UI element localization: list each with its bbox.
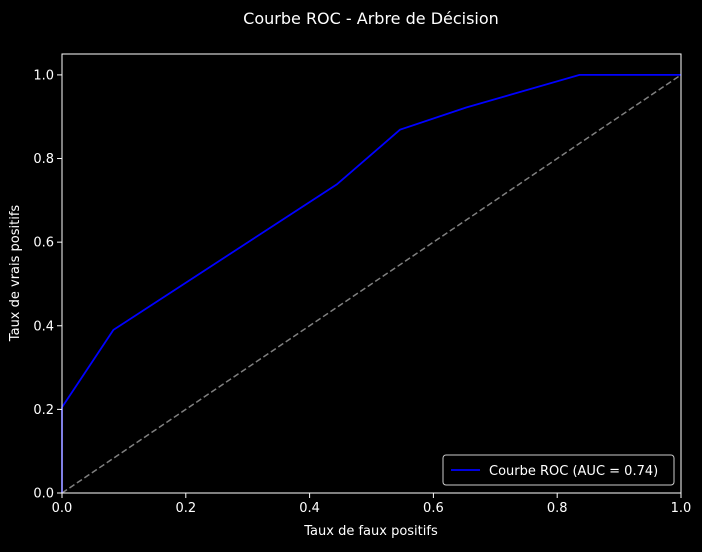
legend-frame bbox=[442, 454, 675, 486]
chart-title: Courbe ROC - Arbre de Décision bbox=[243, 9, 499, 28]
diagonal-reference-line bbox=[61, 74, 682, 494]
y-tick-label: 1.0 bbox=[33, 68, 54, 83]
roc-curve-line bbox=[61, 74, 681, 493]
x-tick-label: 1.0 bbox=[671, 501, 692, 516]
x-axis-label: Taux de faux positifs bbox=[303, 524, 438, 539]
legend-label-roc: Courbe ROC (AUC = 0.74) bbox=[489, 464, 658, 479]
y-tick-label: 0.6 bbox=[33, 236, 54, 251]
y-tick-label: 0.0 bbox=[33, 487, 54, 502]
x-tick-label: 0.8 bbox=[547, 501, 568, 516]
y-axis-label: Taux de vrais positifs bbox=[8, 205, 23, 343]
y-tick-label: 0.2 bbox=[33, 403, 54, 418]
x-tick-label: 0.0 bbox=[52, 501, 73, 516]
axes-frame bbox=[61, 53, 682, 494]
y-tick-label: 0.8 bbox=[33, 152, 54, 167]
plot-area: 0.0 0.2 0.4 0.6 0.8 1.0 0.0 0.2 0.4 0.6 0.8 1.0 bbox=[33, 53, 692, 516]
legend: Courbe ROC (AUC = 0.74) bbox=[442, 454, 675, 486]
x-tick-label: 0.2 bbox=[175, 501, 196, 516]
y-tick-label: 0.4 bbox=[33, 319, 54, 334]
x-tick-label: 0.6 bbox=[423, 501, 444, 516]
x-tick-label: 0.4 bbox=[299, 501, 320, 516]
